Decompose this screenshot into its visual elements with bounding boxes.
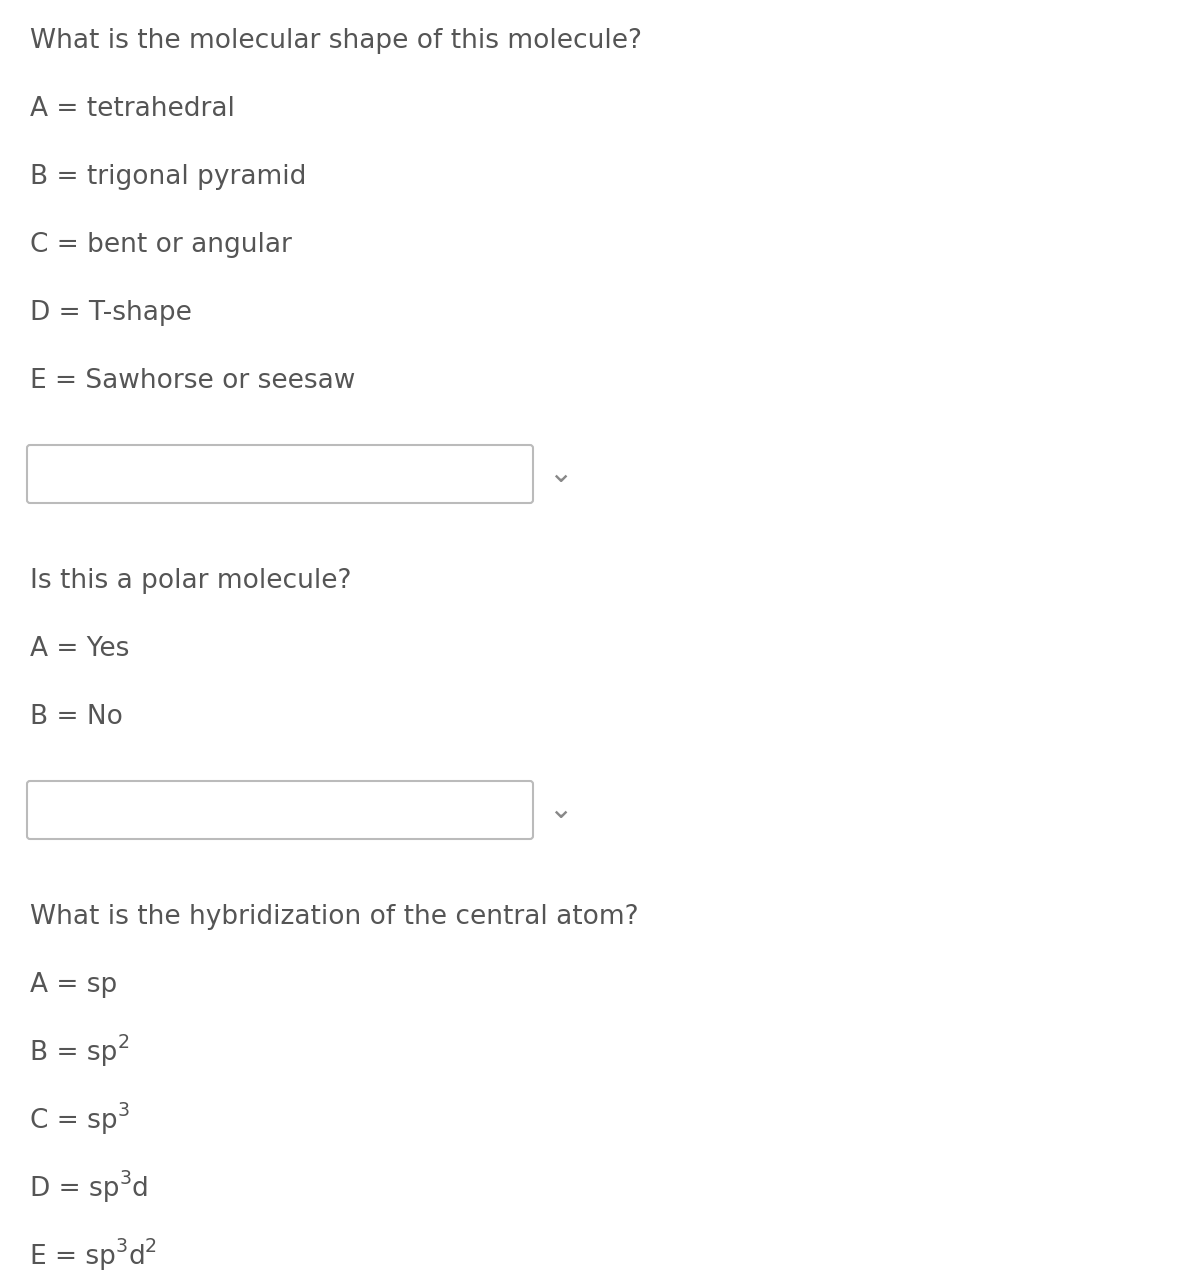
Text: E = Sawhorse or seesaw: E = Sawhorse or seesaw: [30, 369, 355, 394]
Text: E = sp: E = sp: [30, 1244, 116, 1270]
Text: B = No: B = No: [30, 704, 122, 731]
Text: B = trigonal pyramid: B = trigonal pyramid: [30, 164, 306, 190]
Text: Is this a polar molecule?: Is this a polar molecule?: [30, 568, 352, 594]
Text: What is the molecular shape of this molecule?: What is the molecular shape of this mole…: [30, 28, 642, 54]
Text: A = sp: A = sp: [30, 972, 118, 998]
Text: 2: 2: [118, 1032, 130, 1052]
Text: 2: 2: [145, 1236, 157, 1256]
FancyBboxPatch shape: [28, 446, 533, 503]
Text: ⌄: ⌄: [548, 460, 572, 488]
Text: D = sp: D = sp: [30, 1176, 120, 1202]
Text: What is the hybridization of the central atom?: What is the hybridization of the central…: [30, 904, 638, 930]
Text: A = tetrahedral: A = tetrahedral: [30, 96, 235, 122]
Text: 3: 3: [118, 1100, 130, 1120]
Text: D = T-shape: D = T-shape: [30, 300, 192, 326]
Text: ⌄: ⌄: [548, 796, 572, 824]
Text: d: d: [132, 1176, 149, 1202]
FancyBboxPatch shape: [28, 781, 533, 838]
Text: B = sp: B = sp: [30, 1040, 118, 1066]
Text: d: d: [128, 1244, 145, 1270]
Text: 3: 3: [120, 1168, 132, 1188]
Text: C = sp: C = sp: [30, 1108, 118, 1134]
Text: A = Yes: A = Yes: [30, 636, 130, 663]
Text: C = bent or angular: C = bent or angular: [30, 232, 292, 258]
Text: 3: 3: [116, 1236, 128, 1256]
